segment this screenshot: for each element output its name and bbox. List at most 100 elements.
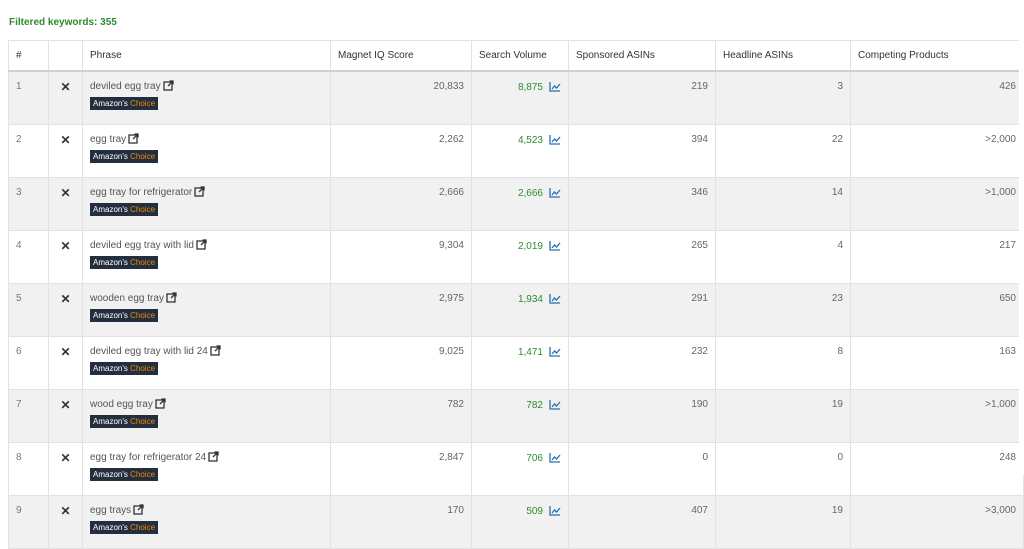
col-header-search-volume[interactable]: Search Volume <box>471 40 569 72</box>
competing-products: 650 <box>850 283 1024 337</box>
headline-asins: 22 <box>715 124 851 178</box>
amazons-choice-badge: Amazon's Choice <box>90 362 159 375</box>
amazons-choice-badge: Amazon's Choice <box>90 256 159 269</box>
phrase-cell: egg tray for refrigerator 24 Amazon's Ch… <box>82 442 331 496</box>
sponsored-asins: 291 <box>568 283 716 337</box>
search-volume-cell: 1,471 <box>471 336 569 390</box>
trend-chart-icon[interactable] <box>549 240 561 254</box>
external-link-icon[interactable] <box>133 504 144 518</box>
row-index: 7 <box>8 389 49 443</box>
trend-chart-icon[interactable] <box>549 452 561 466</box>
magnet-iq-score: 170 <box>330 495 472 549</box>
sponsored-asins: 232 <box>568 336 716 390</box>
magnet-iq-score: 2,666 <box>330 177 472 231</box>
col-header-remove <box>48 40 83 72</box>
headline-asins: 19 <box>715 495 851 549</box>
badge-choice-text: Choice <box>130 152 156 161</box>
keyword-phrase[interactable]: deviled egg tray with lid <box>90 240 194 251</box>
trend-chart-icon[interactable] <box>549 134 561 148</box>
table-row: 6 ✕ deviled egg tray with lid 24 Amazon'… <box>8 336 1024 390</box>
badge-choice-text: Choice <box>130 417 156 426</box>
trend-chart-icon[interactable] <box>549 399 561 413</box>
magnet-iq-score: 2,847 <box>330 442 472 496</box>
badge-choice-text: Choice <box>130 311 156 320</box>
headline-asins: 19 <box>715 389 851 443</box>
col-header-sponsored-asins[interactable]: Sponsored ASINs <box>568 40 716 72</box>
remove-cell: ✕ <box>48 230 83 284</box>
trend-chart-icon[interactable] <box>549 293 561 307</box>
keyword-phrase[interactable]: egg trays <box>90 505 132 516</box>
badge-amazon-text: Amazon's <box>93 523 128 532</box>
remove-keyword-icon[interactable]: ✕ <box>60 345 71 359</box>
row-index: 9 <box>8 495 49 549</box>
badge-choice-text: Choice <box>130 99 156 108</box>
external-link-icon[interactable] <box>196 239 207 253</box>
phrase-cell: egg tray for refrigerator Amazon's Choic… <box>82 177 331 231</box>
keyword-phrase[interactable]: egg tray for refrigerator <box>90 187 193 198</box>
remove-keyword-icon[interactable]: ✕ <box>60 292 71 306</box>
keyword-phrase[interactable]: deviled egg tray with lid 24 <box>90 346 208 357</box>
external-link-icon[interactable] <box>128 133 139 147</box>
search-volume: 8,875 <box>517 82 543 93</box>
trend-chart-icon[interactable] <box>549 346 561 360</box>
search-volume-cell: 2,666 <box>471 177 569 231</box>
external-link-icon[interactable] <box>162 80 174 94</box>
remove-keyword-icon[interactable]: ✕ <box>60 398 71 412</box>
phrase-cell: wood egg tray Amazon's Choice <box>82 389 331 443</box>
col-header-magnet-iq-score[interactable]: Magnet IQ Score <box>330 40 472 72</box>
remove-keyword-icon[interactable]: ✕ <box>60 451 71 465</box>
competing-products: 217 <box>850 230 1024 284</box>
remove-keyword-icon[interactable]: ✕ <box>60 239 71 253</box>
amazons-choice-badge: Amazon's Choice <box>90 203 159 216</box>
col-header-headline-asins[interactable]: Headline ASINs <box>715 40 851 72</box>
badge-amazon-text: Amazon's <box>93 364 128 373</box>
keyword-phrase[interactable]: wooden egg tray <box>90 293 164 304</box>
col-header-phrase[interactable]: Phrase <box>82 40 331 72</box>
table-row: 2 ✕ egg tray Amazon's Choice 2,262 4,523… <box>8 124 1024 178</box>
remove-keyword-icon[interactable]: ✕ <box>60 133 71 147</box>
col-header-index[interactable]: # <box>8 40 49 72</box>
search-volume: 1,934 <box>517 294 543 305</box>
sponsored-asins: 219 <box>568 70 716 125</box>
external-link-icon[interactable] <box>155 398 166 412</box>
row-index: 3 <box>8 177 49 231</box>
external-link-icon[interactable] <box>166 292 177 306</box>
badge-amazon-text: Amazon's <box>93 205 128 214</box>
badge-choice-text: Choice <box>130 523 156 532</box>
search-volume-cell: 4,523 <box>471 124 569 178</box>
row-index: 2 <box>8 124 49 178</box>
remove-keyword-icon[interactable]: ✕ <box>60 186 71 200</box>
keyword-phrase[interactable]: wood egg tray <box>90 399 153 410</box>
remove-cell: ✕ <box>48 495 83 549</box>
badge-choice-text: Choice <box>130 205 156 214</box>
table-row: 5 ✕ wooden egg tray Amazon's Choice 2,97… <box>8 283 1024 337</box>
search-volume-cell: 2,019 <box>471 230 569 284</box>
search-volume: 509 <box>526 506 543 517</box>
amazons-choice-badge: Amazon's Choice <box>90 309 159 322</box>
row-index: 8 <box>8 442 49 496</box>
magnet-iq-score: 2,975 <box>330 283 472 337</box>
competing-products: >1,000 <box>850 389 1024 443</box>
headline-asins: 14 <box>715 177 851 231</box>
keyword-phrase[interactable]: deviled egg tray <box>90 81 161 92</box>
sponsored-asins: 394 <box>568 124 716 178</box>
search-volume: 4,523 <box>517 135 543 146</box>
external-link-icon[interactable] <box>208 451 219 465</box>
amazons-choice-badge: Amazon's Choice <box>90 415 159 428</box>
trend-chart-icon[interactable] <box>549 81 561 95</box>
external-link-icon[interactable] <box>210 345 221 359</box>
headline-asins: 8 <box>715 336 851 390</box>
trend-chart-icon[interactable] <box>549 187 561 201</box>
remove-keyword-icon[interactable]: ✕ <box>60 504 71 518</box>
remove-cell: ✕ <box>48 70 83 125</box>
keyword-phrase[interactable]: egg tray <box>90 134 127 145</box>
remove-keyword-icon[interactable]: ✕ <box>60 80 71 94</box>
col-header-competing-products[interactable]: Competing Products <box>850 40 1024 72</box>
external-link-icon[interactable] <box>194 186 205 200</box>
sponsored-asins: 346 <box>568 177 716 231</box>
trend-chart-icon[interactable] <box>549 505 561 519</box>
badge-amazon-text: Amazon's <box>93 152 128 161</box>
phrase-cell: deviled egg tray with lid 24 Amazon's Ch… <box>82 336 331 390</box>
headline-asins: 23 <box>715 283 851 337</box>
keyword-phrase[interactable]: egg tray for refrigerator 24 <box>90 452 207 463</box>
